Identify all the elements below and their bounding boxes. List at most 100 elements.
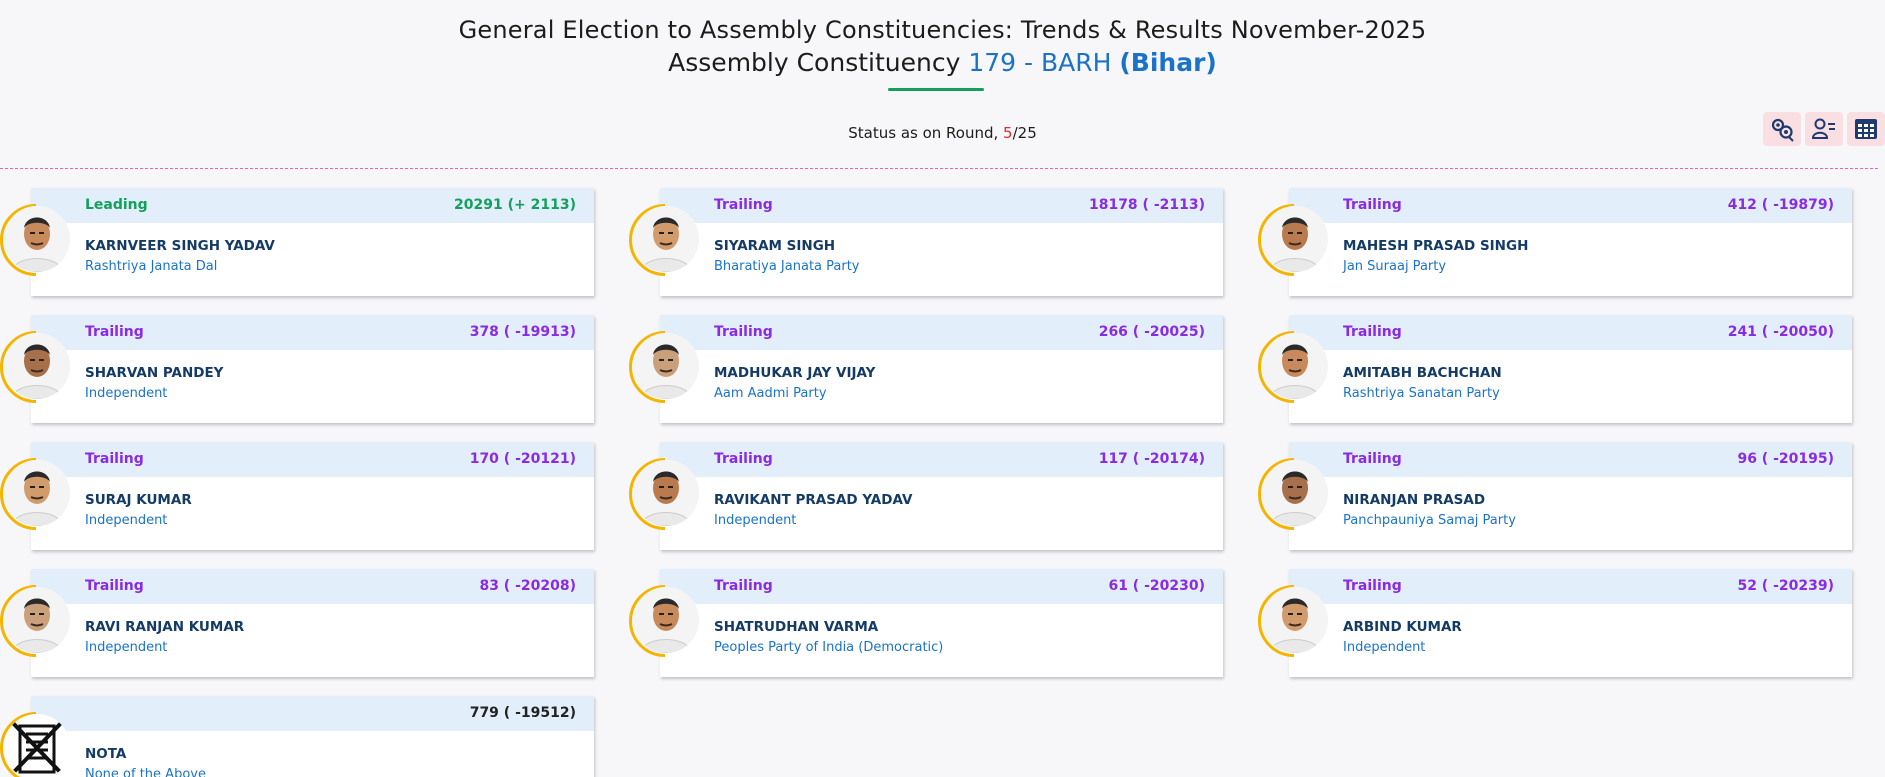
candidate-card[interactable]: Trailing 241 ( -20050) AMITABH BACHCHAN … — [1258, 315, 1852, 423]
candidate-party: Independent — [85, 513, 168, 528]
candidate-card[interactable]: Trailing 96 ( -20195) NIRANJAN PRASAD Pa… — [1258, 442, 1852, 550]
candidate-party: Panchpauniya Samaj Party — [1343, 513, 1516, 528]
state-name: (Bihar) — [1119, 48, 1217, 77]
candidate-party: Bharatiya Janata Party — [714, 259, 860, 274]
candidate-card[interactable]: Trailing 170 ( -20121) SURAJ KUMAR Indep… — [0, 442, 594, 550]
user-list-button[interactable] — [1805, 112, 1843, 146]
candidate-card-body: Trailing 52 ( -20239) ARBIND KUMAR Indep… — [1289, 569, 1852, 677]
candidate-photo — [633, 460, 699, 526]
candidate-avatar — [629, 204, 701, 276]
candidate-avatar — [0, 204, 72, 276]
card-header: Trailing 61 ( -20230) — [660, 569, 1223, 604]
round-status: Status as on Round, 5/25 — [0, 124, 1885, 142]
candidate-avatar — [0, 712, 72, 777]
candidate-status: Trailing — [714, 324, 773, 340]
candidate-party: Rashtriya Sanatan Party — [1343, 386, 1500, 401]
avatar — [4, 206, 70, 272]
candidate-votes: 96 ( -20195) — [1737, 451, 1834, 467]
candidate-card-body: Trailing 96 ( -20195) NIRANJAN PRASAD Pa… — [1289, 442, 1852, 550]
card-header: Trailing 52 ( -20239) — [1289, 569, 1852, 604]
card-header: Trailing 266 ( -20025) — [660, 315, 1223, 350]
candidate-status: Trailing — [714, 578, 773, 594]
candidate-photo — [1262, 206, 1328, 272]
candidate-status: Trailing — [714, 197, 773, 213]
calculator-grid-button[interactable] — [1847, 112, 1885, 146]
candidate-status: Leading — [85, 197, 148, 213]
candidate-card-body: Trailing 170 ( -20121) SURAJ KUMAR Indep… — [31, 442, 594, 550]
candidate-votes: 412 ( -19879) — [1727, 197, 1834, 213]
candidate-avatar — [1258, 331, 1330, 403]
candidate-photo — [4, 333, 70, 399]
candidate-name: AMITABH BACHCHAN — [1343, 365, 1502, 381]
candidate-card[interactable]: Trailing 117 ( -20174) RAVIKANT PRASAD Y… — [629, 442, 1223, 550]
candidate-photo — [633, 333, 699, 399]
candidate-name: SHATRUDHAN VARMA — [714, 619, 879, 635]
candidate-avatar — [1258, 458, 1330, 530]
card-header: Trailing 170 ( -20121) — [31, 442, 594, 477]
round-current: 5 — [1003, 124, 1013, 142]
candidate-votes: 83 ( -20208) — [479, 578, 576, 594]
avatar — [1262, 333, 1328, 399]
candidate-status: Trailing — [714, 451, 773, 467]
candidate-card[interactable]: Leading 20291 (+ 2113) KARNVEER SINGH YA… — [0, 188, 594, 296]
card-header: Trailing 378 ( -19913) — [31, 315, 594, 350]
avatar — [4, 333, 70, 399]
candidate-status: Trailing — [85, 324, 144, 340]
candidate-card-body: Trailing 117 ( -20174) RAVIKANT PRASAD Y… — [660, 442, 1223, 550]
candidate-name: NIRANJAN PRASAD — [1343, 492, 1486, 508]
candidate-name: ARBIND KUMAR — [1343, 619, 1462, 635]
candidate-name: SIYARAM SINGH — [714, 238, 836, 254]
candidate-party: Rashtriya Janata Dal — [85, 259, 218, 274]
candidate-card[interactable]: Trailing 61 ( -20230) SHATRUDHAN VARMA P… — [629, 569, 1223, 677]
avatar — [1262, 206, 1328, 272]
candidate-name: SURAJ KUMAR — [85, 492, 192, 508]
candidate-status: Trailing — [85, 451, 144, 467]
candidate-photo — [1262, 460, 1328, 526]
candidate-party: Jan Suraaj Party — [1343, 259, 1447, 274]
candidate-votes: 170 ( -20121) — [469, 451, 576, 467]
avatar — [4, 460, 70, 526]
candidate-votes: 52 ( -20239) — [1737, 578, 1834, 594]
constituency-prefix: Assembly Constituency — [668, 48, 961, 77]
card-header: Leading 20291 (+ 2113) — [31, 188, 594, 223]
candidate-card-body: Leading 20291 (+ 2113) KARNVEER SINGH YA… — [31, 188, 594, 296]
constituency-code: 179 - BARH — [968, 48, 1112, 77]
settings-chart-icon — [1771, 118, 1794, 142]
candidate-avatar — [629, 458, 701, 530]
candidate-name: MAHESH PRASAD SINGH — [1343, 238, 1529, 254]
avatar — [633, 333, 699, 399]
candidate-party: Peoples Party of India (Democratic) — [714, 640, 944, 655]
avatar — [633, 587, 699, 653]
nota-card[interactable]: 779 ( -19512) NOTA None of the Above — [0, 696, 594, 777]
candidate-card-body: Trailing 61 ( -20230) SHATRUDHAN VARMA P… — [660, 569, 1223, 677]
candidate-card[interactable]: Trailing 378 ( -19913) SHARVAN PANDEY In… — [0, 315, 594, 423]
candidate-avatar — [629, 585, 701, 657]
candidate-card-body: Trailing 18178 ( -2113) SIYARAM SINGH Bh… — [660, 188, 1223, 296]
candidate-votes: 378 ( -19913) — [469, 324, 576, 340]
settings-chart-button[interactable] — [1763, 112, 1801, 146]
candidate-card[interactable]: Trailing 18178 ( -2113) SIYARAM SINGH Bh… — [629, 188, 1223, 296]
card-header: Trailing 96 ( -20195) — [1289, 442, 1852, 477]
candidate-avatar — [0, 585, 72, 657]
candidate-card[interactable]: Trailing 83 ( -20208) RAVI RANJAN KUMAR … — [0, 569, 594, 677]
candidate-avatar — [1258, 204, 1330, 276]
candidate-status: Trailing — [1343, 324, 1402, 340]
candidate-photo — [633, 587, 699, 653]
candidate-card-body: Trailing 83 ( -20208) RAVI RANJAN KUMAR … — [31, 569, 594, 677]
candidate-card[interactable]: Trailing 266 ( -20025) MADHUKAR JAY VIJA… — [629, 315, 1223, 423]
candidate-votes: 18178 ( -2113) — [1088, 197, 1205, 213]
title-underline — [888, 88, 984, 91]
candidate-party: Independent — [714, 513, 797, 528]
candidate-card[interactable]: Trailing 412 ( -19879) MAHESH PRASAD SIN… — [1258, 188, 1852, 296]
candidate-photo — [1262, 333, 1328, 399]
constituency-title: Assembly Constituency 179 - BARH (Bihar) — [0, 48, 1885, 77]
candidate-card[interactable]: Trailing 52 ( -20239) ARBIND KUMAR Indep… — [1258, 569, 1852, 677]
candidate-card-body: 779 ( -19512) NOTA None of the Above — [31, 696, 594, 777]
candidate-card-body: Trailing 266 ( -20025) MADHUKAR JAY VIJA… — [660, 315, 1223, 423]
nota-icon — [4, 714, 70, 777]
candidate-party: Independent — [85, 640, 168, 655]
candidate-avatar — [629, 331, 701, 403]
round-status-label: Status as on Round, — [848, 124, 1004, 142]
round-total: /25 — [1012, 124, 1037, 142]
candidate-votes: 266 ( -20025) — [1098, 324, 1205, 340]
